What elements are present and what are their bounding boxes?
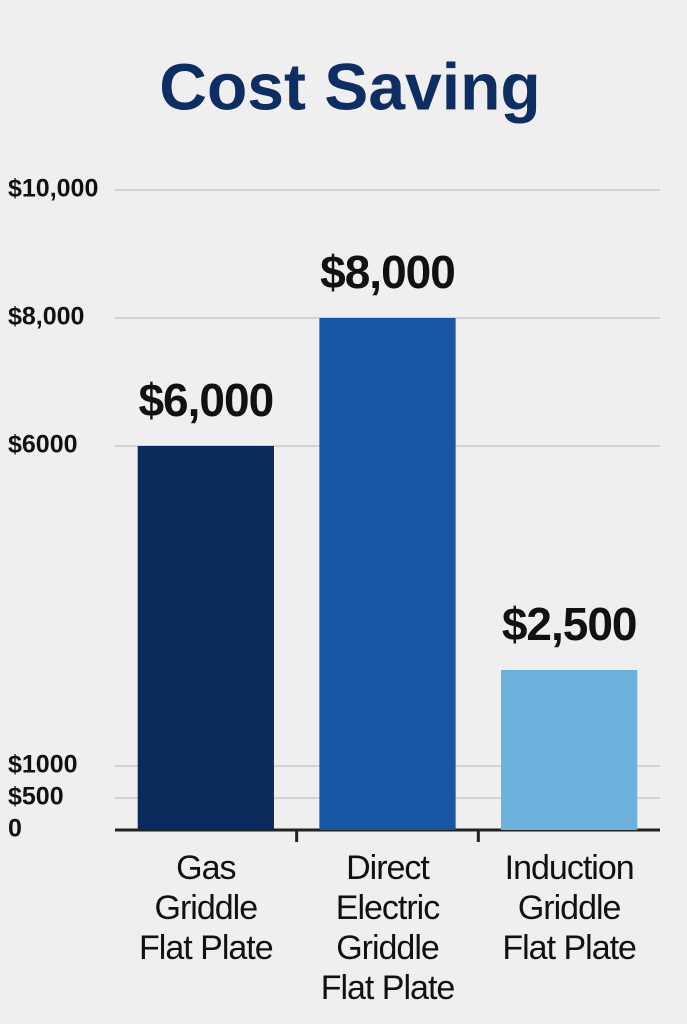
x-tick-label: Direct Electric Griddle Flat Plate — [320, 849, 456, 1007]
x-tick-label: Gas Griddle Flat Plate — [139, 849, 274, 967]
y-tick-label: $1000 — [8, 751, 78, 779]
x-tick-label: Induction Griddle Flat Plate — [502, 849, 637, 967]
chart-title: Cost Saving — [159, 49, 540, 123]
y-tick-label: $8,000 — [8, 303, 84, 331]
y-tick-label: $500 — [8, 783, 64, 811]
y-tick-label: $10,000 — [8, 175, 98, 203]
value-label: $6,000 — [138, 374, 273, 426]
bar — [319, 318, 456, 830]
y-tick-label: $6000 — [8, 431, 78, 459]
value-label: $2,500 — [502, 598, 637, 650]
y-tick-label: 0 — [8, 815, 22, 843]
value-label: $8,000 — [320, 246, 455, 298]
bar — [501, 670, 638, 830]
bar — [137, 446, 274, 830]
